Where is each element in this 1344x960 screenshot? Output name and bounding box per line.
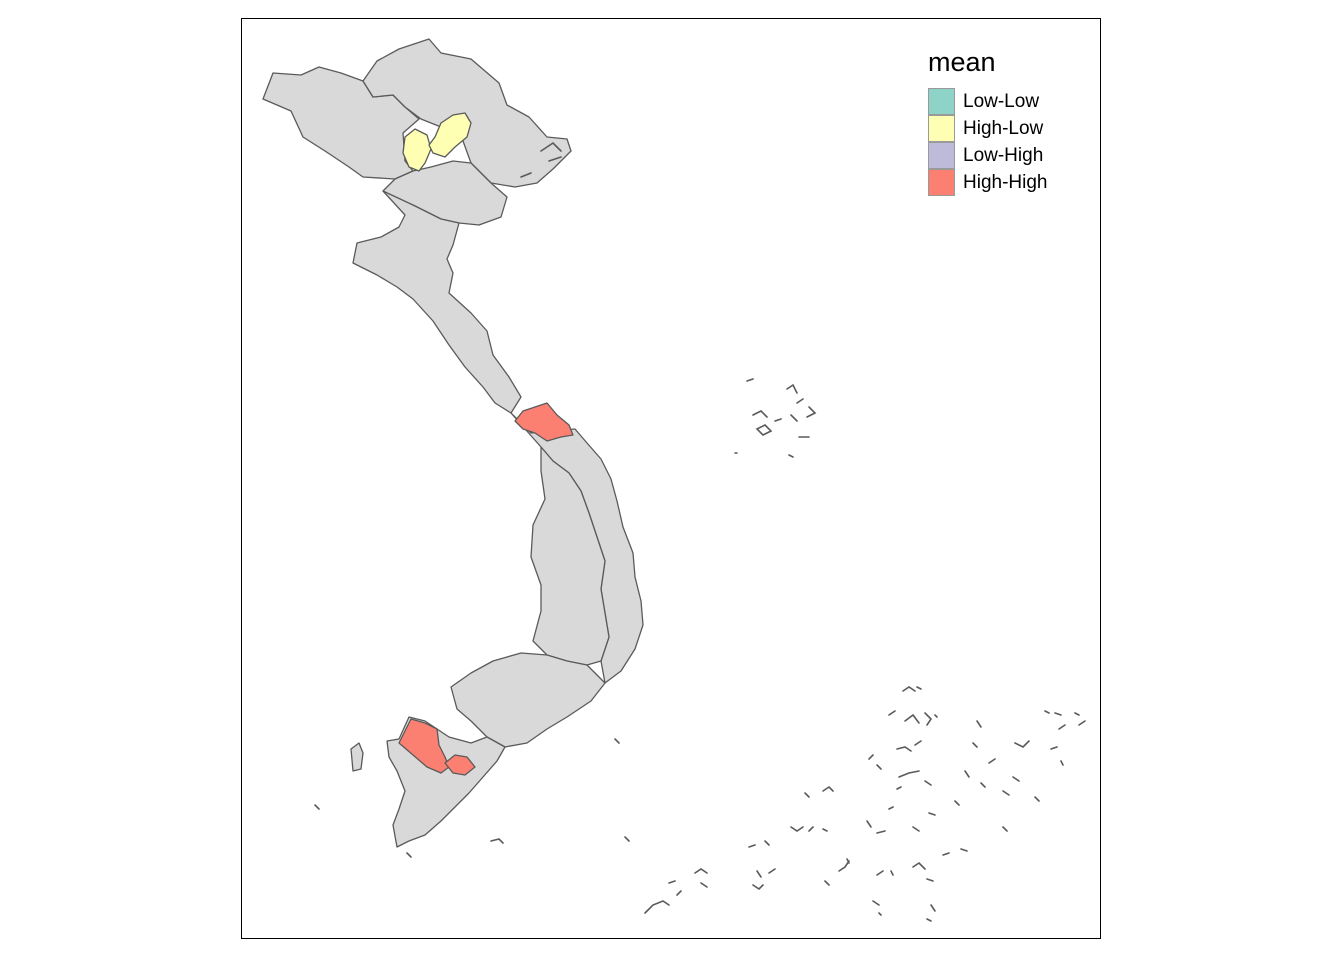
legend-title: mean bbox=[928, 47, 996, 77]
choropleth-map bbox=[262, 38, 1086, 922]
legend-swatch bbox=[928, 115, 955, 142]
island-tonkin-2 bbox=[548, 156, 562, 162]
island-tonkin-1 bbox=[540, 141, 562, 152]
region-high-low-east bbox=[428, 112, 472, 158]
region-northeast bbox=[362, 38, 572, 188]
paracel-islands bbox=[734, 378, 817, 458]
legend-item-high-high: High-High bbox=[928, 169, 1047, 196]
region-high-low-west bbox=[402, 128, 432, 172]
region-southeast bbox=[450, 652, 606, 748]
legend-item-low-high: Low-High bbox=[928, 142, 1047, 169]
legend-label: Low-High bbox=[963, 144, 1044, 166]
map-frame bbox=[241, 18, 1101, 939]
legend-label: Low-Low bbox=[963, 90, 1040, 112]
region-central-highlands bbox=[530, 446, 610, 666]
region-high-high-central bbox=[514, 402, 574, 442]
legend-item-high-low: High-Low bbox=[928, 115, 1047, 142]
legend-swatch bbox=[928, 142, 955, 169]
region-north-central-coast bbox=[352, 190, 522, 414]
region-high-high-mekong-east bbox=[444, 754, 476, 776]
spratly-islands bbox=[614, 686, 1086, 922]
map-legend: mean Low-Low High-Low Low-High High-High bbox=[928, 46, 1047, 196]
region-high-high-mekong-west bbox=[398, 718, 450, 774]
legend-swatch bbox=[928, 88, 955, 115]
island-tonkin-3 bbox=[520, 172, 532, 178]
legend-label: High-Low bbox=[963, 117, 1044, 139]
southern-islands bbox=[314, 742, 504, 858]
legend-item-low-low: Low-Low bbox=[928, 88, 1047, 115]
legend-label: High-High bbox=[963, 171, 1048, 193]
legend-swatch bbox=[928, 169, 955, 196]
